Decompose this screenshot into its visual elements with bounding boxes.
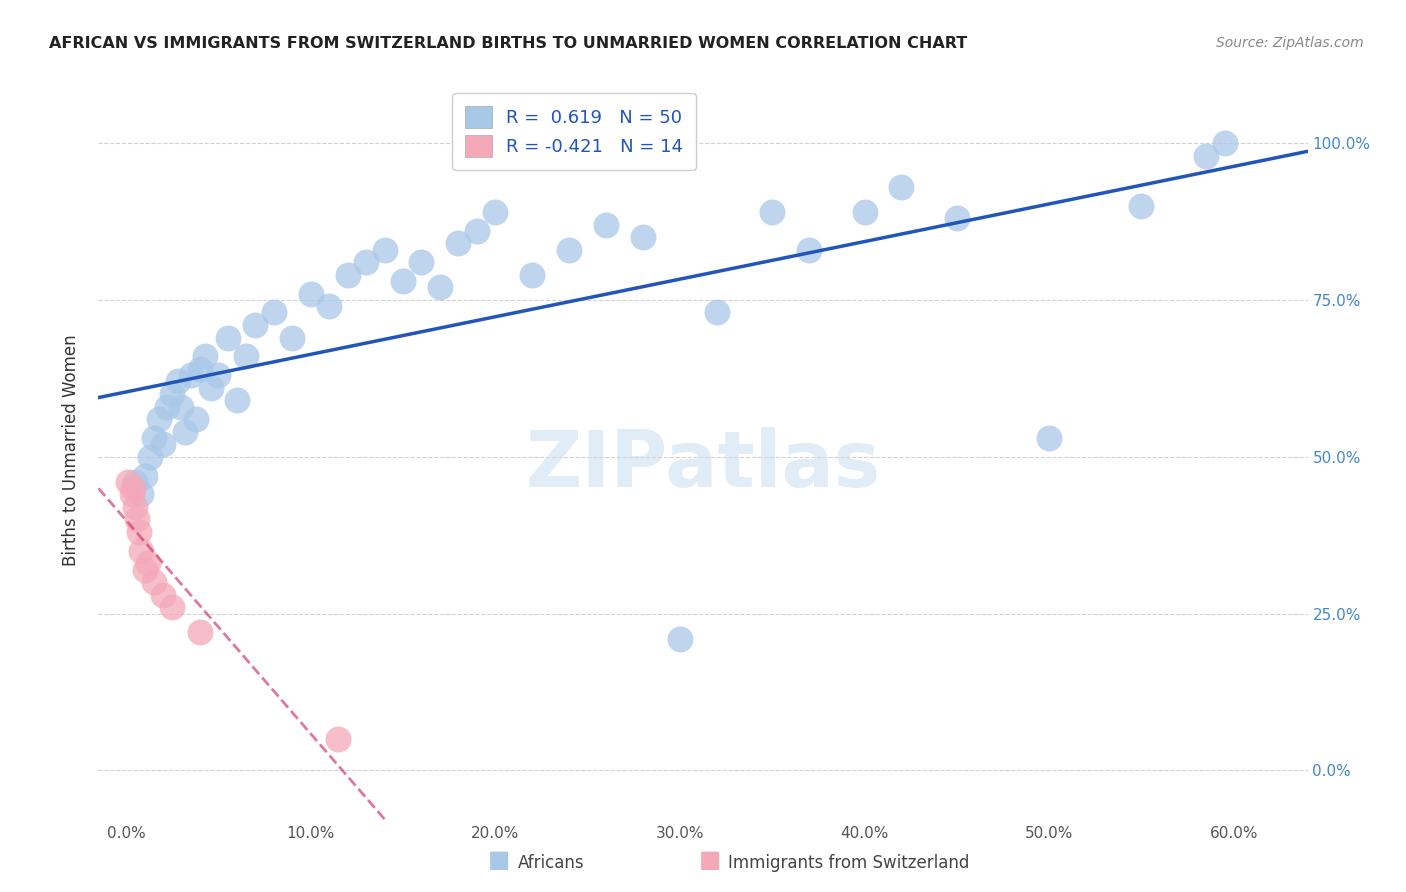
Point <box>124 475 146 489</box>
Point <box>281 330 304 344</box>
Point <box>946 211 969 226</box>
Point <box>117 475 139 489</box>
Point <box>225 393 247 408</box>
Point <box>124 500 146 514</box>
Point <box>148 412 170 426</box>
Point <box>336 268 359 282</box>
Point <box>152 588 174 602</box>
Text: ■: ■ <box>488 848 510 872</box>
Point <box>180 368 202 383</box>
Point <box>129 544 152 558</box>
Point <box>558 243 581 257</box>
Point <box>188 362 211 376</box>
Point <box>142 575 165 590</box>
Point <box>134 468 156 483</box>
Text: Source: ZipAtlas.com: Source: ZipAtlas.com <box>1216 36 1364 50</box>
Point <box>631 230 654 244</box>
Point <box>186 412 208 426</box>
Point <box>121 487 143 501</box>
Point <box>392 274 415 288</box>
Text: ■: ■ <box>699 848 721 872</box>
Point <box>162 600 184 615</box>
Point <box>194 349 217 363</box>
Y-axis label: Births to Unmarried Women: Births to Unmarried Women <box>62 334 80 566</box>
Point <box>522 268 544 282</box>
Point <box>170 400 193 414</box>
Point <box>318 299 340 313</box>
Point <box>207 368 229 383</box>
Point <box>299 286 322 301</box>
Point <box>484 205 506 219</box>
Legend: R =  0.619   N = 50, R = -0.421   N = 14: R = 0.619 N = 50, R = -0.421 N = 14 <box>453 93 696 169</box>
Point <box>134 563 156 577</box>
Point <box>328 732 350 747</box>
Point <box>263 305 285 319</box>
Text: AFRICAN VS IMMIGRANTS FROM SWITZERLAND BIRTHS TO UNMARRIED WOMEN CORRELATION CHA: AFRICAN VS IMMIGRANTS FROM SWITZERLAND B… <box>49 36 967 51</box>
Point <box>122 481 145 495</box>
Point <box>156 400 179 414</box>
Point <box>127 512 149 526</box>
Point <box>166 375 188 389</box>
Point <box>465 224 488 238</box>
Point <box>188 625 211 640</box>
Text: Immigrants from Switzerland: Immigrants from Switzerland <box>728 855 970 872</box>
Point <box>235 349 257 363</box>
Point <box>129 487 152 501</box>
Point <box>354 255 377 269</box>
Point <box>174 425 197 439</box>
Point <box>200 381 222 395</box>
Point <box>136 557 159 571</box>
Point <box>1038 431 1060 445</box>
Point <box>1195 148 1218 162</box>
Point <box>411 255 433 269</box>
Point <box>1130 199 1153 213</box>
Point <box>139 450 162 464</box>
Point <box>128 524 150 539</box>
Point <box>706 305 728 319</box>
Point <box>152 437 174 451</box>
Text: ZIPatlas: ZIPatlas <box>526 427 880 503</box>
Point <box>669 632 692 646</box>
Point <box>853 205 876 219</box>
Point <box>217 330 239 344</box>
Point <box>142 431 165 445</box>
Point <box>761 205 783 219</box>
Point <box>797 243 820 257</box>
Point <box>162 387 184 401</box>
Point <box>447 236 470 251</box>
Text: Africans: Africans <box>517 855 583 872</box>
Point <box>245 318 267 332</box>
Point <box>595 218 617 232</box>
Point <box>429 280 451 294</box>
Point <box>1213 136 1236 150</box>
Point <box>374 243 396 257</box>
Point <box>890 180 912 194</box>
